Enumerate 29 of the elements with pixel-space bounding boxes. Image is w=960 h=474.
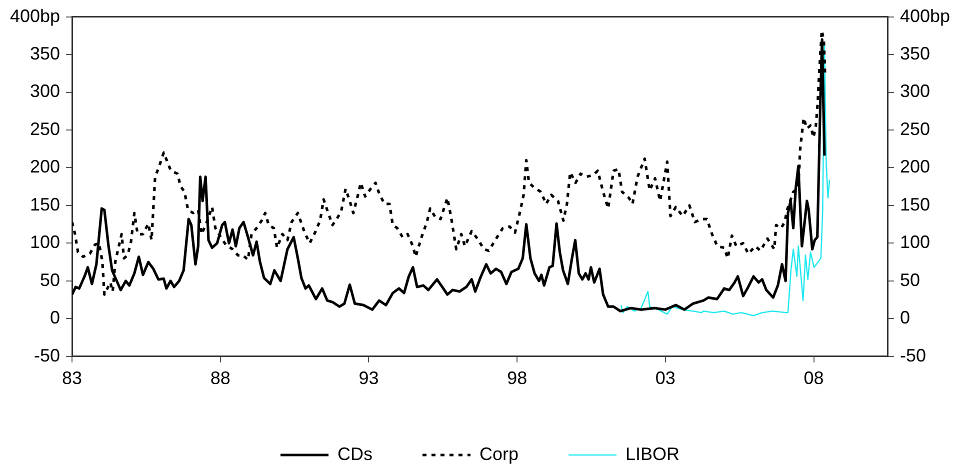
x-tick-label: 08 <box>804 368 824 388</box>
y2-tick-label: 300 <box>900 81 930 102</box>
y2-tick-label: 50 <box>900 270 920 290</box>
y-tick-label: 150 <box>30 194 60 214</box>
y-tick-label: 100 <box>30 232 60 252</box>
y2-tick-label: 100 <box>900 232 930 252</box>
y-tick-label: 350 <box>30 44 60 64</box>
y2-tick-label: 0 <box>900 308 910 328</box>
y-tick-label: 250 <box>30 118 60 139</box>
y-tick-label: 0 <box>50 308 60 328</box>
y-tick-label: 50 <box>40 270 60 290</box>
y2-tick-label: 200 <box>900 156 930 177</box>
x-tick-label: 88 <box>210 368 230 388</box>
x-tick-label: 98 <box>507 368 528 388</box>
y2-tick-label: 350 <box>900 44 930 64</box>
y-tick-label: -50 <box>34 345 60 366</box>
x-tick-label: 03 <box>655 368 676 388</box>
legend-label: Corp <box>479 444 518 464</box>
legend-label: LIBOR <box>626 444 680 464</box>
y2-tick-label: 400bp <box>900 6 950 26</box>
y2-tick-label: -50 <box>900 345 926 366</box>
y-tick-label: 400bp <box>10 6 60 26</box>
y-tick-label: 300 <box>30 81 60 102</box>
y-tick-label: 200 <box>30 156 60 177</box>
legend-label: CDs <box>337 444 372 464</box>
x-tick-label: 93 <box>358 368 379 388</box>
y2-tick-label: 150 <box>900 194 930 214</box>
x-tick-label: 83 <box>62 368 82 388</box>
y2-tick-label: 250 <box>900 118 930 139</box>
